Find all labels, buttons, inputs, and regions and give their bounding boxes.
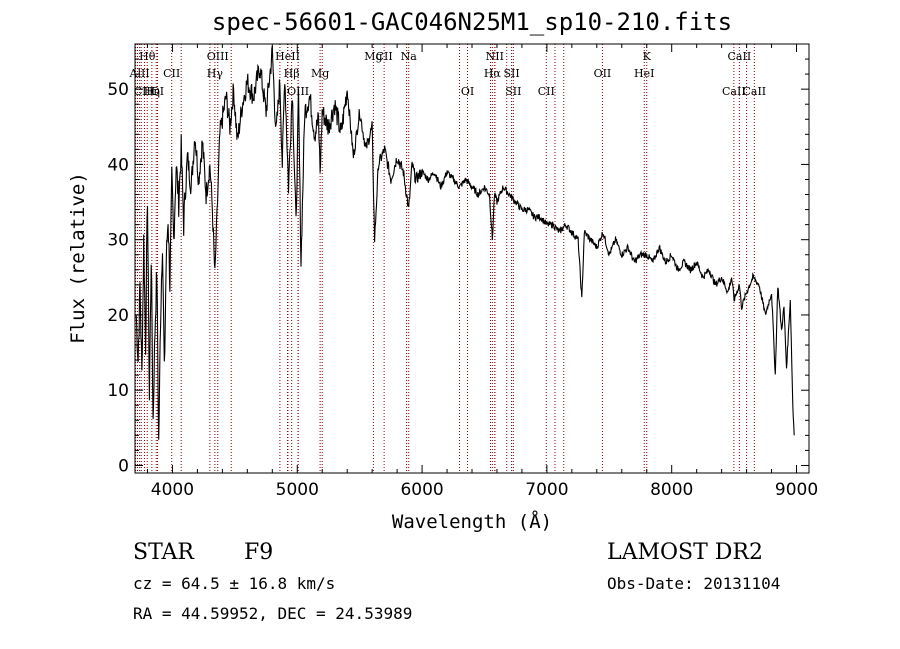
y-tick-label: 10 — [107, 381, 129, 401]
spectral-line-label: CaII — [728, 50, 752, 63]
spectral-line-label: CII — [376, 50, 393, 63]
object-class: STAR — [133, 540, 194, 565]
spectral-line-label: HeII — [275, 50, 300, 63]
spectral-line-label: HeI — [634, 67, 654, 80]
x-tick-label: 5000 — [276, 480, 319, 500]
y-axis-label: Flux (relative) — [67, 172, 89, 344]
spectral-line-label: Mg — [311, 67, 329, 80]
spectral-line-label: CII — [538, 85, 555, 98]
spectral-line-label: CIII — [134, 85, 155, 98]
spectral-line-label: SII — [503, 67, 519, 80]
line-labels: HθAlIICIIIHηOICIIOIIIHγHeIIHβOIIIMgMgCII… — [129, 50, 767, 98]
spectral-line-label: OI — [461, 85, 474, 98]
sky-coordinates: RA = 44.59952, DEC = 24.53989 — [133, 604, 413, 623]
spectral-line-label: OII — [594, 67, 612, 80]
spectral-line-label: CaII — [742, 85, 766, 98]
spectral-line-label: Hη — [144, 85, 160, 98]
y-tick-label: 30 — [107, 231, 129, 251]
y-tick-label: 50 — [107, 80, 129, 100]
y-tick-label: 20 — [107, 306, 129, 326]
object-subclass: F9 — [244, 540, 274, 565]
spectrum-trace — [135, 45, 795, 440]
survey-name: LAMOST DR2 — [607, 540, 763, 565]
marker-lines — [135, 44, 755, 473]
spectral-line-label: Hα — [484, 67, 502, 80]
spectral-line-label: Hθ — [139, 50, 156, 63]
spectrum-line — [135, 45, 795, 440]
spectral-line-label: OIII — [287, 85, 309, 98]
redshift-velocity: cz = 64.5 ± 16.8 km/s — [133, 574, 336, 593]
spectral-line-label: OI — [151, 85, 164, 98]
spectral-line-label: K — [643, 50, 652, 63]
axis-ticks: 4000 5000 6000 7000 8000 9000 0 10 20 30 40 50 — [107, 44, 818, 500]
spectral-line-label: Na — [401, 50, 418, 63]
observation-date: Obs-Date: 20131104 — [607, 574, 781, 593]
spectral-line-label: CaII — [722, 85, 746, 98]
y-tick-label: 0 — [118, 456, 129, 476]
x-tick-label: 8000 — [650, 480, 693, 500]
spectral-line-label: Mg — [364, 50, 382, 63]
spectral-line-label: NII — [486, 50, 504, 63]
spectral-line-label: Hβ — [284, 67, 300, 80]
spectral-line-label: SII — [505, 85, 521, 98]
x-tick-label: 6000 — [400, 480, 443, 500]
x-axis-label: Wavelength (Å) — [392, 510, 552, 533]
x-tick-label: 4000 — [151, 480, 194, 500]
x-tick-label: 7000 — [525, 480, 568, 500]
spectral-line-label: Hγ — [207, 67, 224, 80]
plot-frame — [134, 43, 810, 474]
spectral-line-label: AlII — [129, 67, 150, 80]
chart-title: spec-56601-GAC046N25M1_sp10-210.fits — [212, 8, 732, 36]
x-tick-label: 9000 — [775, 480, 818, 500]
spectral-line-label: OIII — [207, 50, 229, 63]
spectral-line-label: CII — [163, 67, 180, 80]
y-tick-label: 40 — [107, 155, 129, 175]
